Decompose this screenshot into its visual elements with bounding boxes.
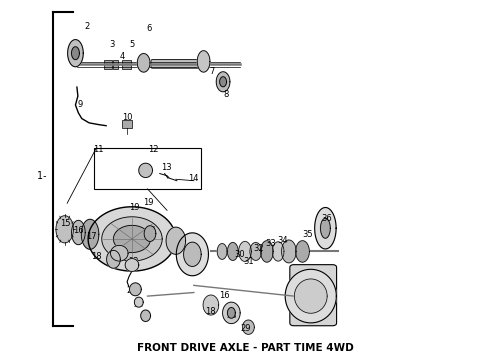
Text: 2: 2 xyxy=(84,22,89,31)
Text: 4: 4 xyxy=(120,52,125,61)
Polygon shape xyxy=(197,51,210,72)
Polygon shape xyxy=(261,241,273,262)
Polygon shape xyxy=(107,250,120,268)
Text: 13: 13 xyxy=(161,163,171,172)
Text: 21: 21 xyxy=(146,226,157,235)
Text: 32: 32 xyxy=(253,244,264,253)
Polygon shape xyxy=(68,40,83,67)
Polygon shape xyxy=(239,242,251,261)
Polygon shape xyxy=(102,217,162,261)
Text: 1-: 1- xyxy=(37,171,49,181)
Polygon shape xyxy=(111,246,128,261)
Polygon shape xyxy=(176,233,208,276)
Polygon shape xyxy=(184,242,201,266)
Polygon shape xyxy=(141,310,150,321)
Polygon shape xyxy=(294,279,327,313)
Text: 24: 24 xyxy=(187,250,197,259)
Bar xyxy=(122,60,131,68)
Polygon shape xyxy=(250,243,262,260)
Bar xyxy=(104,60,113,68)
Text: 19: 19 xyxy=(143,198,154,207)
Bar xyxy=(122,120,132,128)
Polygon shape xyxy=(166,227,186,254)
Text: 6: 6 xyxy=(147,24,152,33)
Polygon shape xyxy=(243,320,254,334)
Polygon shape xyxy=(129,283,141,296)
Text: 12: 12 xyxy=(148,145,159,154)
Polygon shape xyxy=(72,220,85,245)
Text: 23: 23 xyxy=(171,232,181,241)
FancyBboxPatch shape xyxy=(151,60,200,68)
Polygon shape xyxy=(139,163,152,177)
Text: 11: 11 xyxy=(93,145,103,154)
Polygon shape xyxy=(227,243,238,260)
Text: 9: 9 xyxy=(78,100,83,109)
Text: 10: 10 xyxy=(122,113,132,122)
Text: 15: 15 xyxy=(60,219,71,228)
Text: 16: 16 xyxy=(219,291,230,300)
Text: 19: 19 xyxy=(129,203,139,212)
Polygon shape xyxy=(134,297,143,307)
Polygon shape xyxy=(144,226,156,242)
Polygon shape xyxy=(282,240,296,263)
Text: 20: 20 xyxy=(119,248,129,257)
Text: 30: 30 xyxy=(234,250,245,259)
Polygon shape xyxy=(88,207,176,271)
Text: 3: 3 xyxy=(110,40,115,49)
Text: 25: 25 xyxy=(127,285,137,294)
Text: 33: 33 xyxy=(265,239,276,248)
Text: 34: 34 xyxy=(278,235,288,244)
Text: 8: 8 xyxy=(224,90,229,99)
Polygon shape xyxy=(272,242,284,261)
Text: 29: 29 xyxy=(241,324,251,333)
Polygon shape xyxy=(114,225,150,252)
Polygon shape xyxy=(72,47,79,60)
Text: 16: 16 xyxy=(73,226,84,235)
Text: 7: 7 xyxy=(209,67,215,76)
Polygon shape xyxy=(203,295,219,315)
Text: 31: 31 xyxy=(244,257,254,266)
Text: 18: 18 xyxy=(91,252,102,261)
Polygon shape xyxy=(220,77,226,87)
Polygon shape xyxy=(125,258,139,271)
Text: 27: 27 xyxy=(141,314,152,323)
Bar xyxy=(114,60,118,68)
Bar xyxy=(94,148,201,189)
Text: 5: 5 xyxy=(129,40,135,49)
Text: FRONT DRIVE AXLE - PART TIME 4WD: FRONT DRIVE AXLE - PART TIME 4WD xyxy=(137,343,353,353)
Text: 18: 18 xyxy=(205,307,215,316)
Polygon shape xyxy=(216,72,230,92)
Polygon shape xyxy=(56,216,74,243)
Polygon shape xyxy=(295,241,309,262)
Text: 36: 36 xyxy=(321,214,332,223)
Text: 17: 17 xyxy=(86,232,97,241)
Text: 28: 28 xyxy=(226,311,237,320)
Polygon shape xyxy=(315,207,336,249)
Polygon shape xyxy=(137,54,150,72)
Polygon shape xyxy=(81,219,99,249)
Text: 35: 35 xyxy=(302,230,313,239)
Polygon shape xyxy=(320,218,330,238)
Text: 26: 26 xyxy=(133,300,144,309)
Polygon shape xyxy=(222,302,240,324)
Polygon shape xyxy=(227,307,235,318)
Polygon shape xyxy=(285,269,336,323)
Text: 14: 14 xyxy=(188,174,198,183)
Polygon shape xyxy=(217,244,227,259)
FancyBboxPatch shape xyxy=(290,265,337,326)
Text: 22: 22 xyxy=(129,257,139,266)
